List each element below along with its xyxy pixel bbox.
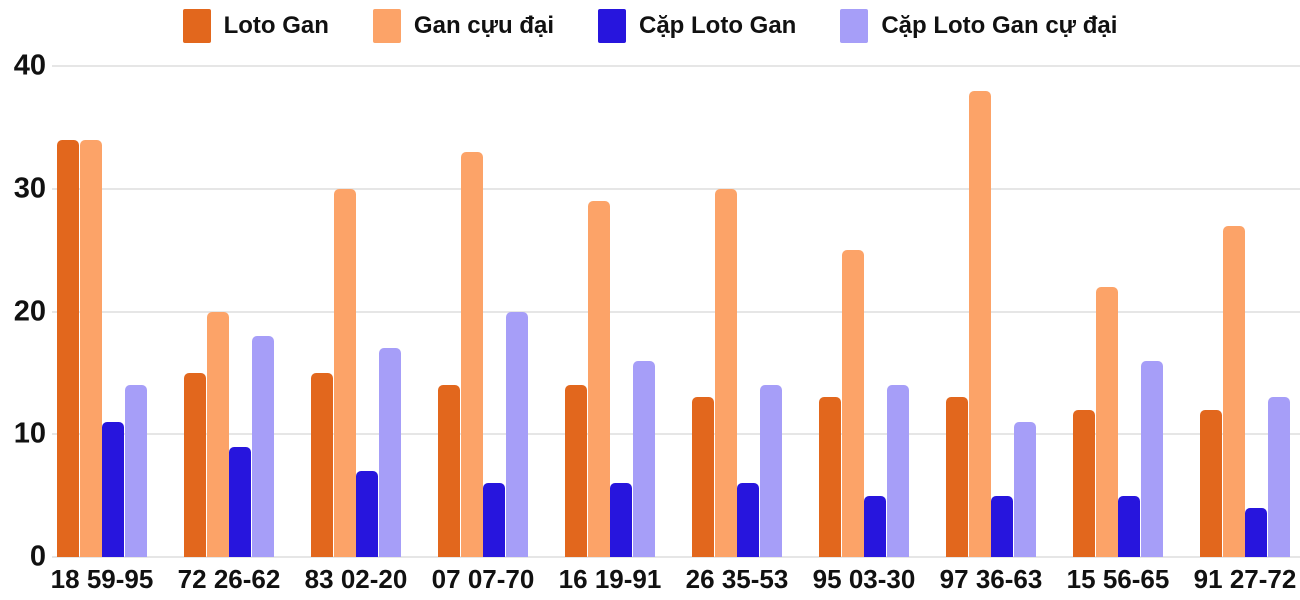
bar-cap-loto-gan-cu-dai-97-36-63[interactable] <box>1013 421 1036 557</box>
bar-cap-loto-gan-15-56-65[interactable] <box>1118 495 1141 557</box>
legend-swatch-gan-cuu-dai-icon <box>372 9 401 43</box>
legend-label-cap-loto-gan: Cặp Loto Gan <box>639 11 797 39</box>
legend-label-cap-loto-gan-cu-dai: Cặp Loto Gan cự đại <box>881 11 1118 39</box>
gridline-40 <box>52 65 1300 67</box>
bar-cap-loto-gan-cu-dai-26-35-53[interactable] <box>759 385 782 557</box>
bar-cap-loto-gan-cu-dai-15-56-65[interactable] <box>1140 360 1163 557</box>
bar-cap-loto-gan-97-36-63[interactable] <box>991 495 1014 557</box>
gridline-10 <box>52 433 1300 436</box>
x-axis-label-16-19-91: 16 19-91 <box>558 564 662 594</box>
x-axis-label-07-07-70: 07 07-70 <box>431 564 535 594</box>
bar-group-91-27-72 <box>1200 66 1290 557</box>
bar-loto-gan-83-02-20[interactable] <box>311 372 333 557</box>
legend-item-loto-gan[interactable]: Loto Gan <box>182 9 329 43</box>
bar-loto-gan-26-35-53[interactable] <box>692 397 714 557</box>
bar-cap-loto-gan-07-07-70[interactable] <box>483 483 506 557</box>
y-axis-label-20: 20 <box>13 295 46 327</box>
plot-area <box>52 65 1300 558</box>
x-axis-label-95-03-30: 95 03-30 <box>812 564 916 594</box>
bar-group-72-26-62 <box>184 66 274 557</box>
bar-gan-cuu-dai-72-26-62[interactable] <box>206 311 229 557</box>
bar-gan-cuu-dai-83-02-20[interactable] <box>333 188 356 557</box>
x-axis-label-83-02-20: 83 02-20 <box>304 564 408 594</box>
bar-cap-loto-gan-26-35-53[interactable] <box>737 483 760 557</box>
bar-cap-loto-gan-cu-dai-07-07-70[interactable] <box>505 311 528 557</box>
bar-loto-gan-91-27-72[interactable] <box>1200 409 1222 557</box>
legend-item-cap-loto-gan[interactable]: Cặp Loto Gan <box>598 9 796 43</box>
legend-label-loto-gan: Loto Gan <box>223 11 329 39</box>
bar-cap-loto-gan-83-02-20[interactable] <box>356 471 379 557</box>
bar-cap-loto-gan-95-03-30[interactable] <box>864 495 887 557</box>
bar-group-15-56-65 <box>1073 66 1163 557</box>
x-axis-label-15-56-65: 15 56-65 <box>1066 564 1170 594</box>
bar-loto-gan-95-03-30[interactable] <box>819 397 841 557</box>
bar-gan-cuu-dai-16-19-91[interactable] <box>587 201 610 557</box>
bar-gan-cuu-dai-97-36-63[interactable] <box>968 90 991 557</box>
bar-loto-gan-18-59-95[interactable] <box>57 139 79 557</box>
bar-loto-gan-15-56-65[interactable] <box>1073 409 1095 557</box>
bar-group-07-07-70 <box>438 66 528 557</box>
bar-gan-cuu-dai-18-59-95[interactable] <box>79 139 102 557</box>
bar-cap-loto-gan-72-26-62[interactable] <box>229 446 252 557</box>
x-axis-label-26-35-53: 26 35-53 <box>685 564 789 594</box>
bar-group-26-35-53 <box>692 66 782 557</box>
bar-gan-cuu-dai-91-27-72[interactable] <box>1222 225 1245 557</box>
gridline-0 <box>52 556 1300 558</box>
bar-gan-cuu-dai-15-56-65[interactable] <box>1095 286 1118 557</box>
legend-label-gan-cuu-dai: Gan cựu đại <box>413 11 554 39</box>
legend-swatch-loto-gan-icon <box>182 9 211 43</box>
legend-swatch-cap-loto-gan-icon <box>598 9 626 43</box>
bar-group-97-36-63 <box>946 66 1036 557</box>
bar-cap-loto-gan-16-19-91[interactable] <box>610 483 633 557</box>
bar-cap-loto-gan-cu-dai-72-26-62[interactable] <box>251 336 274 557</box>
gridline-30 <box>52 187 1300 190</box>
bar-cap-loto-gan-cu-dai-83-02-20[interactable] <box>378 348 401 557</box>
legend-item-cap-loto-gan-cu-dai[interactable]: Cặp Loto Gan cự đại <box>840 9 1117 43</box>
legend-swatch-cap-loto-gan-cu-dai-icon <box>840 9 869 43</box>
bar-cap-loto-gan-cu-dai-91-27-72[interactable] <box>1267 397 1290 557</box>
bar-cap-loto-gan-91-27-72[interactable] <box>1245 507 1268 557</box>
bar-gan-cuu-dai-95-03-30[interactable] <box>841 250 864 557</box>
bar-cap-loto-gan-cu-dai-95-03-30[interactable] <box>886 385 909 557</box>
bar-cap-loto-gan-cu-dai-18-59-95[interactable] <box>124 385 147 557</box>
x-axis-label-18-59-95: 18 59-95 <box>50 564 154 594</box>
bar-gan-cuu-dai-07-07-70[interactable] <box>460 151 483 557</box>
bar-cap-loto-gan-18-59-95[interactable] <box>102 421 125 557</box>
bar-cap-loto-gan-cu-dai-16-19-91[interactable] <box>632 360 655 557</box>
bar-loto-gan-72-26-62[interactable] <box>184 372 206 557</box>
bar-loto-gan-16-19-91[interactable] <box>565 385 587 557</box>
bar-group-83-02-20 <box>311 66 401 557</box>
legend-item-gan-cuu-dai[interactable]: Gan cựu đại <box>372 9 554 43</box>
y-axis-label-40: 40 <box>13 49 46 82</box>
gridline-20 <box>52 310 1300 313</box>
x-axis-label-97-36-63: 97 36-63 <box>939 564 1043 594</box>
bar-gan-cuu-dai-26-35-53[interactable] <box>714 188 737 557</box>
x-axis-label-91-27-72: 91 27-72 <box>1193 564 1297 594</box>
bar-loto-gan-97-36-63[interactable] <box>946 397 968 557</box>
bar-group-16-19-91 <box>565 66 655 557</box>
y-axis-label-0: 0 <box>29 540 46 573</box>
bar-loto-gan-07-07-70[interactable] <box>438 385 460 557</box>
bar-group-95-03-30 <box>819 66 909 557</box>
chart-legend: Loto Gan Gan cựu đại Cặp Loto Gan Cặp Loto … <box>0 9 1300 43</box>
y-axis-label-30: 30 <box>13 172 46 205</box>
y-axis-label-10: 10 <box>13 417 46 450</box>
bar-group-18-59-95 <box>57 66 147 557</box>
x-axis-label-72-26-62: 72 26-62 <box>177 564 281 594</box>
